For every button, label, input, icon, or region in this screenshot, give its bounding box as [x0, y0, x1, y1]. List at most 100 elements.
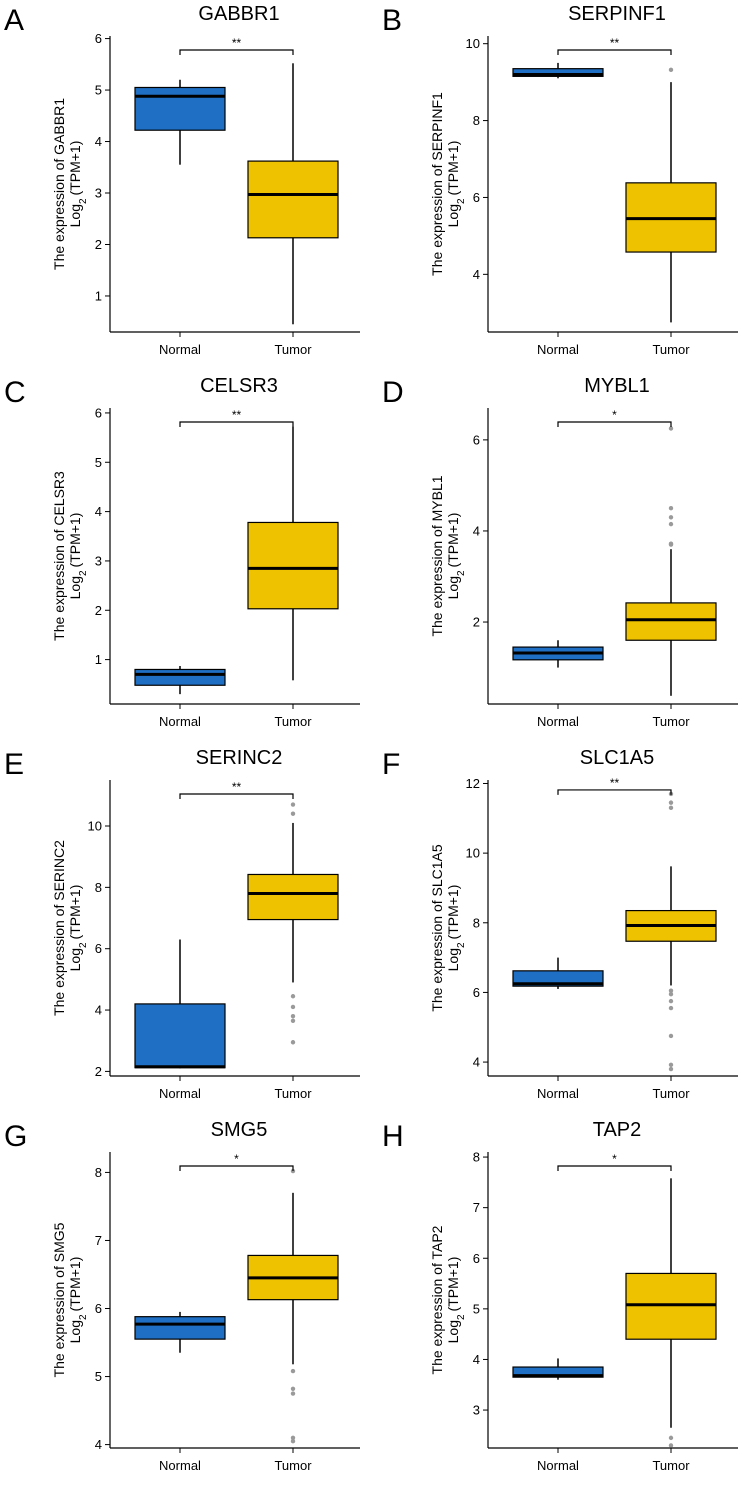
y-tick-label: 8 [473, 915, 480, 930]
outlier-point [290, 811, 296, 816]
significance-bracket [557, 49, 672, 55]
y-tick-label: 4 [473, 1352, 480, 1367]
outlier-point [668, 521, 674, 527]
significance-label: * [612, 1152, 617, 1166]
iqr-box [512, 1366, 604, 1378]
y-tick-label: 5 [95, 455, 102, 470]
y-tick-label: 8 [473, 1150, 480, 1165]
y-axis-title: The expression of SERPINF1 [429, 92, 445, 276]
panel-letter: E [4, 748, 24, 781]
x-tick-label: Tumor [652, 342, 690, 357]
y-axis-unit: Log2(TPM+1) [445, 141, 467, 228]
y-tick-label: 4 [95, 1003, 102, 1018]
box-tumor [247, 63, 339, 325]
x-tick-label: Tumor [652, 1086, 690, 1101]
y-tick-label: 3 [95, 186, 102, 201]
outlier-point [668, 1435, 674, 1441]
outlier-point [290, 1040, 296, 1045]
box-normal [512, 957, 604, 989]
y-tick-label: 6 [95, 941, 102, 956]
y-tick-label: 3 [473, 1403, 480, 1418]
significance-bracket [179, 793, 294, 799]
y-tick-label: 6 [473, 190, 480, 205]
box-normal [134, 1311, 226, 1353]
outlier-point [290, 802, 296, 807]
x-tick-label: Tumor [274, 1086, 312, 1101]
significance-label: ** [232, 36, 242, 50]
y-axis-unit: Log2(TPM+1) [445, 885, 467, 972]
panel-F: F SLC1A5 4 6 8 10 12 Normal Tumor The expression … [382, 747, 738, 1101]
box-normal [134, 666, 226, 695]
significance-bracket [557, 789, 672, 795]
y-tick-label: 6 [95, 31, 102, 46]
chart-title: SMG5 [211, 1119, 268, 1141]
significance-label: ** [610, 36, 620, 50]
y-tick-label: 2 [95, 603, 102, 618]
y-axis-title: The expression of SERINC2 [51, 840, 67, 1016]
panel-letter: G [4, 1120, 27, 1153]
significance-bracket [557, 421, 672, 427]
y-tick-label: 6 [95, 405, 102, 420]
box-normal [512, 640, 604, 668]
iqr-box [625, 1272, 717, 1340]
panel-A: A GABBR1 1 2 3 4 5 6 Normal Tumor The expression o… [4, 3, 360, 357]
panel-letter: F [382, 748, 400, 781]
outlier-point [290, 1004, 296, 1010]
x-tick-label: Tumor [274, 714, 312, 729]
outlier-point [290, 1391, 296, 1396]
y-tick-label: 5 [95, 1369, 102, 1384]
y-tick-label: 6 [473, 1251, 480, 1266]
significance-bracket [179, 1165, 294, 1171]
chart-title: GABBR1 [198, 3, 279, 25]
y-axis-unit: Log2(TPM+1) [67, 1257, 89, 1344]
significance-label: ** [232, 408, 242, 422]
panel-letter: H [382, 1120, 404, 1153]
y-axis-unit: Log2(TPM+1) [67, 141, 89, 228]
y-tick-label: 10 [466, 846, 480, 861]
box-tumor [625, 1178, 717, 1448]
x-tick-label: Normal [159, 342, 201, 357]
x-tick-label: Normal [537, 1458, 579, 1473]
y-tick-label: 10 [466, 36, 480, 51]
y-tick-label: 12 [466, 776, 480, 791]
box-tumor [247, 1168, 339, 1444]
panel-letter: D [382, 376, 404, 409]
outlier-point [290, 1435, 296, 1440]
iqr-box [247, 521, 339, 610]
iqr-box [625, 602, 717, 641]
y-tick-label: 8 [95, 1165, 102, 1180]
box-tumor [625, 791, 717, 1072]
outlier-point [668, 1066, 674, 1072]
outlier-point [290, 1168, 296, 1174]
outlier-point [668, 805, 674, 811]
chart-title: SERINC2 [196, 747, 283, 769]
y-axis-title: The expression of GABBR1 [51, 98, 67, 270]
y-tick-label: 7 [473, 1200, 480, 1215]
significance-label: ** [232, 780, 242, 794]
outlier-point [668, 541, 674, 546]
outlier-point [668, 998, 674, 1004]
outlier-point [290, 1013, 296, 1019]
box-tumor [625, 426, 717, 696]
x-tick-label: Tumor [652, 714, 690, 729]
panel-G: G SMG5 4 5 6 7 8 Normal Tumor The expression of S… [4, 1119, 360, 1473]
significance-label: ** [610, 776, 620, 790]
significance-bracket [179, 421, 294, 427]
y-axis-unit: Log2(TPM+1) [445, 513, 467, 600]
y-axis-title: The expression of TAP2 [429, 1225, 445, 1374]
box-normal [512, 1358, 604, 1380]
outlier-point [668, 1443, 674, 1448]
iqr-box [247, 160, 339, 239]
y-tick-label: 2 [95, 237, 102, 252]
iqr-box [134, 668, 226, 686]
y-tick-label: 4 [473, 267, 480, 282]
chart-title: SERPINF1 [568, 3, 666, 25]
box-tumor [247, 802, 339, 1045]
y-tick-label: 4 [95, 134, 102, 149]
y-tick-label: 4 [473, 1055, 480, 1070]
panel-B: B SERPINF1 4 6 8 10 Normal Tumor The expression … [382, 3, 738, 357]
outlier-point [668, 991, 674, 997]
panel-letter: A [4, 4, 24, 37]
y-tick-label: 6 [473, 432, 480, 447]
